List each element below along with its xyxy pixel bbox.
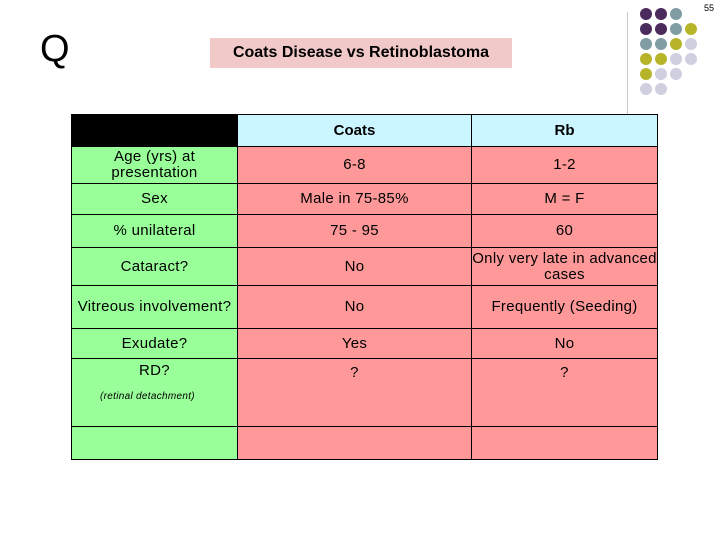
decorative-dot <box>640 53 652 65</box>
decorative-dot <box>640 8 652 20</box>
header-rb: Rb <box>471 114 658 147</box>
comparison-table: Coats Rb Age (yrs) at presentation 6-8 1… <box>71 114 658 460</box>
decorative-dot <box>640 68 652 80</box>
coats-cell: 75 - 95 <box>237 214 472 248</box>
decorative-dot <box>655 38 667 50</box>
decorative-dot <box>640 83 652 95</box>
decorative-dot <box>640 38 652 50</box>
decorative-dot <box>670 8 682 20</box>
table-row: RD? (retinal detachment) ? ? <box>71 358 658 427</box>
decorative-dot <box>685 53 697 65</box>
rb-cell: M = F <box>471 183 658 215</box>
row-label: Exudate? <box>71 328 238 359</box>
header-coats: Coats <box>237 114 472 147</box>
table-row: Vitreous involvement? No Frequently (See… <box>71 285 658 329</box>
row-label: % unilateral <box>71 214 238 248</box>
table-row: Cataract? No Only very late in advanced … <box>71 247 658 286</box>
decorative-dot <box>655 83 667 95</box>
page-number: 55 <box>703 3 714 13</box>
row-note: (retinal detachment) <box>100 391 195 402</box>
table-row: Age (yrs) at presentation 6-8 1-2 <box>71 146 658 184</box>
row-label: Vitreous involvement? <box>71 285 238 329</box>
decorative-dot <box>640 23 652 35</box>
decorative-dot <box>685 23 697 35</box>
decorative-dot <box>670 38 682 50</box>
row-label <box>71 426 238 460</box>
q-letter: Q <box>40 28 70 70</box>
decorative-dot <box>655 23 667 35</box>
row-label: Cataract? <box>71 247 238 286</box>
row-label: Sex <box>71 183 238 215</box>
decorative-dot <box>685 38 697 50</box>
decorative-dot <box>670 23 682 35</box>
decorative-dot-grid <box>640 8 720 108</box>
coats-cell: 6-8 <box>237 146 472 184</box>
row-label-cell: RD? (retinal detachment) <box>71 358 238 427</box>
table-row <box>71 426 658 460</box>
rb-cell: 60 <box>471 214 658 248</box>
decorative-dot <box>670 53 682 65</box>
rb-cell: ? <box>471 358 658 427</box>
slide-title: Coats Disease vs Retinoblastoma <box>210 38 512 68</box>
coats-cell: No <box>237 285 472 329</box>
decorative-divider <box>627 12 628 116</box>
coats-cell: No <box>237 247 472 286</box>
decorative-dot <box>655 68 667 80</box>
table-row: % unilateral 75 - 95 60 <box>71 214 658 248</box>
table-row: Sex Male in 75-85% M = F <box>71 183 658 215</box>
coats-cell <box>237 426 472 460</box>
decorative-dot <box>655 53 667 65</box>
row-label: Age (yrs) at presentation <box>71 146 238 184</box>
coats-cell: Male in 75-85% <box>237 183 472 215</box>
rb-cell: 1-2 <box>471 146 658 184</box>
rb-cell <box>471 426 658 460</box>
row-label: RD? <box>139 362 170 379</box>
rb-cell: Frequently (Seeding) <box>471 285 658 329</box>
table-header-row: Coats Rb <box>71 114 658 147</box>
coats-cell: ? <box>237 358 472 427</box>
header-corner-cell <box>71 114 238 147</box>
coats-cell: Yes <box>237 328 472 359</box>
rb-cell: Only very late in advanced cases <box>471 247 658 286</box>
table-row: Exudate? Yes No <box>71 328 658 359</box>
decorative-dot <box>670 68 682 80</box>
rb-cell: No <box>471 328 658 359</box>
decorative-dot <box>655 8 667 20</box>
